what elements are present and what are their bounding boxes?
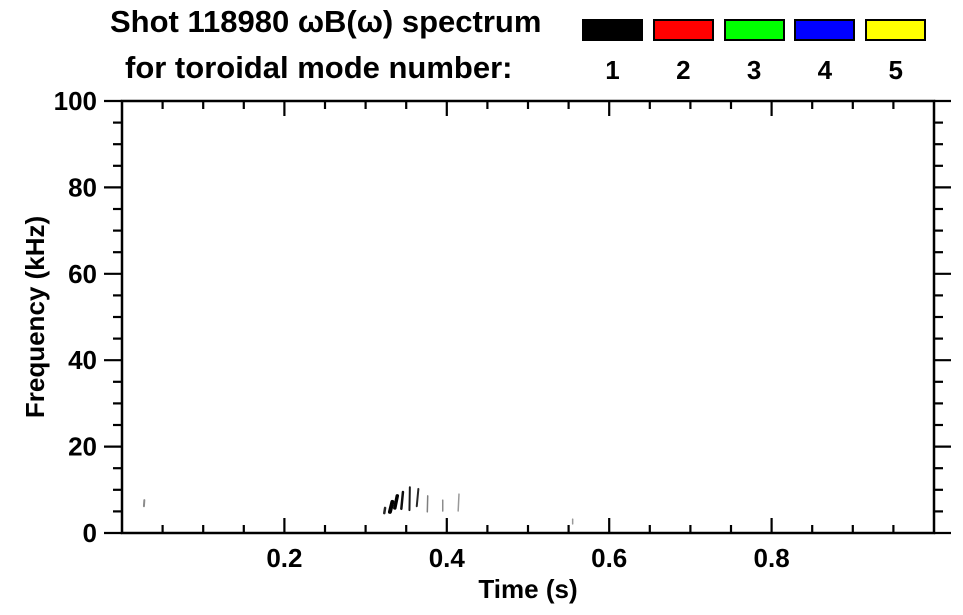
x-tick-label: 0.4 xyxy=(429,543,466,573)
legend-number-5: 5 xyxy=(888,55,903,85)
x-tick-label: 0.8 xyxy=(754,543,790,573)
legend-swatch-2 xyxy=(652,19,714,41)
y-tick-label: 100 xyxy=(54,86,97,116)
figure-title-line2: for toroidal mode number: xyxy=(125,50,513,85)
y-tick-label: 80 xyxy=(68,172,97,202)
legend-number-3: 3 xyxy=(746,55,762,85)
legend-swatch-1 xyxy=(582,19,643,41)
legend-swatch-3 xyxy=(723,19,785,41)
data-mark-n=1 xyxy=(383,506,387,515)
x-axis-title: Time (s) xyxy=(478,574,577,604)
legend-number-4: 4 xyxy=(817,55,833,85)
figure-title-line1: Shot 118980 ωB(ω) spectrum xyxy=(110,4,542,39)
y-axis-title: Frequency (kHz) xyxy=(20,216,50,418)
legend-swatch-4 xyxy=(794,19,856,41)
data-mark-n=1 xyxy=(400,490,405,511)
y-tick-label: 20 xyxy=(68,432,97,462)
x-tick-label: 0.6 xyxy=(591,543,627,573)
legend-swatch-5 xyxy=(865,19,927,41)
data-mark-n=1 xyxy=(393,494,400,510)
x-tick-label: 0.2 xyxy=(266,543,302,573)
data-mark-n=1 xyxy=(415,487,420,508)
plot-frame xyxy=(120,99,936,535)
legend-number-1: 1 xyxy=(605,55,620,85)
y-tick-label: 40 xyxy=(68,345,97,375)
legend-number-2: 2 xyxy=(676,55,691,85)
y-tick-label: 60 xyxy=(68,259,97,289)
data-mark-n=1 xyxy=(387,499,395,514)
data-mark-n=1 xyxy=(457,493,460,512)
y-tick-label: 0 xyxy=(83,518,97,548)
